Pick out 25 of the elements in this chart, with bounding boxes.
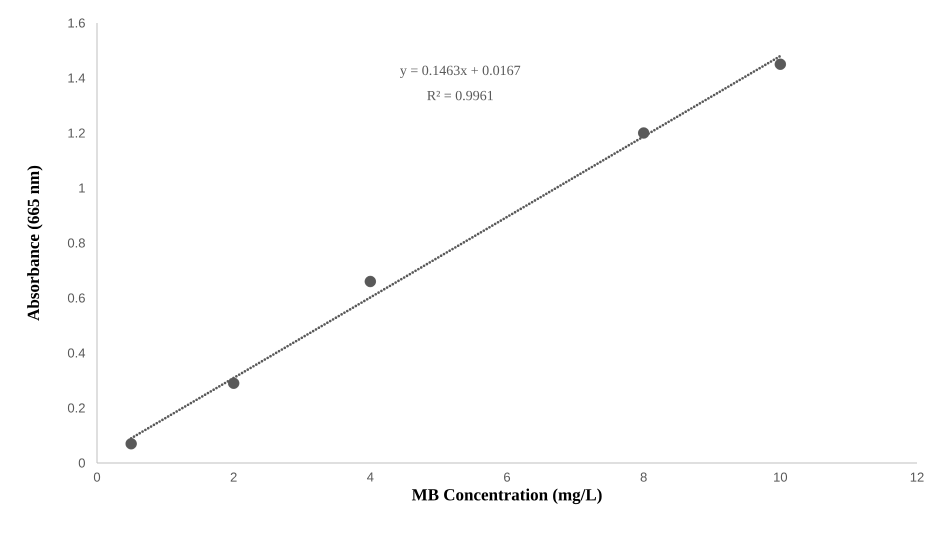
- y-tick-label: 1.4: [68, 74, 86, 82]
- point: [125, 438, 137, 450]
- annotation: R² = 0.9961: [427, 90, 493, 100]
- x-tick-label: 12: [910, 472, 924, 482]
- y-tick-label: 0.2: [68, 403, 85, 413]
- y-tick-label: 0.8: [68, 238, 85, 248]
- point: [228, 378, 240, 389]
- y-axis-title: Absorbance (665 nm): [27, 166, 43, 321]
- x-tick-label: 6: [504, 472, 510, 482]
- annotation: y = 0.1463x + 0.0167: [400, 66, 520, 78]
- x-tick-label: 2: [230, 472, 237, 482]
- x-tick-label: 0: [94, 472, 100, 482]
- y-tick-label: 0.4: [68, 348, 86, 358]
- y-tick-label: 1: [79, 184, 85, 192]
- x-tick-label: 10: [774, 472, 788, 482]
- y-tick-label: 1.6: [68, 18, 85, 28]
- point: [364, 276, 376, 288]
- x-tick-label: 4: [367, 472, 374, 482]
- y-tick-label: 0: [78, 458, 85, 468]
- x-axis-title: MB Concentration (mg/L): [412, 488, 602, 504]
- y-tick-label: 0.6: [68, 293, 85, 303]
- point: [774, 58, 786, 70]
- x-tick-label: 8: [640, 472, 647, 482]
- y-tick-label: 1.2: [68, 128, 85, 138]
- point: [638, 127, 650, 139]
